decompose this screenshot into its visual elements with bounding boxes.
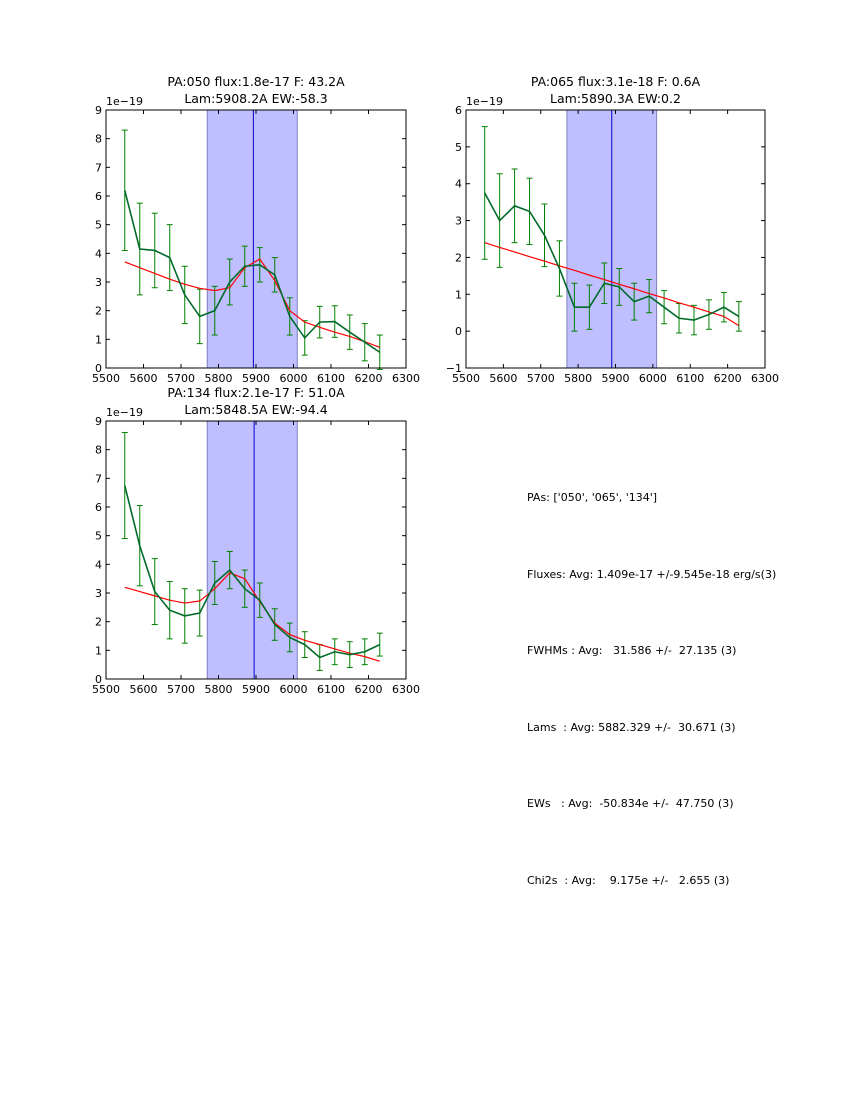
y-tick-label: 2 [455,251,462,264]
x-tick-label: 6200 [355,683,383,696]
subplot-title-line-1: PA:050 flux:1.8e-17 F: 43.2A [167,74,345,89]
x-tick-label: 6100 [317,683,345,696]
y-tick-label: 3 [95,276,102,289]
x-tick-label: 5900 [242,683,270,696]
y-tick-label: 9 [95,104,102,117]
data-series-line [123,190,381,353]
stats-fluxes: Fluxes: Avg: 1.409e-17 +/-9.545e-18 erg/… [527,567,777,581]
y-offset-label: 1e−19 [466,95,503,108]
y-tick-label: −1 [446,362,462,375]
fit-series-line [124,258,380,348]
subplot-title-line-2: Lam:5890.3A EW:0.2 [550,91,681,106]
x-tick-label: 5700 [167,683,195,696]
x-tick-label: 5700 [167,372,195,385]
x-tick-label: 5600 [130,372,158,385]
x-tick-label: 6300 [392,372,420,385]
x-tick-label: 5800 [564,372,592,385]
y-tick-label: 8 [95,133,102,146]
subplot-title-line-1: PA:134 flux:2.1e-17 F: 51.0A [167,385,345,400]
x-tick-label: 5500 [92,683,120,696]
stats-ews: EWs : Avg: -50.834e +/- 47.750 (3) [527,797,734,810]
x-tick-label: 5600 [489,372,517,385]
x-tick-label: 5600 [130,683,158,696]
line-window-band [206,109,298,369]
x-tick-label: 6100 [317,372,345,385]
x-tick-label: 6100 [676,372,704,385]
stats-fwhms: FWHMs : Avg: 31.586 +/- 27.135 (3) [527,644,737,657]
x-tick-label: 6000 [639,372,667,385]
y-tick-label: 7 [95,472,102,485]
x-tick-label: 6300 [751,372,779,385]
x-tick-label: 6200 [355,372,383,385]
y-tick-label: 1 [95,333,102,346]
y-offset-label: 1e−19 [106,95,143,108]
y-tick-label: 2 [95,305,102,318]
subplot-title-line-2: Lam:5848.5A EW:-94.4 [184,402,327,417]
x-tick-label: 5500 [452,372,480,385]
y-tick-label: 4 [95,558,102,571]
stats-chi2s: Chi2s : Avg: 9.175e +/- 2.655 (3) [527,873,730,887]
y-tick-label: 1 [95,644,102,657]
y-tick-label: 8 [95,444,102,457]
subplot-title-line-2: Lam:5908.2A EW:-58.3 [184,91,327,106]
subplot-2: 5500 5600 5700 5800 5900 6000 6100 6200 6300 −1 0 1… [446,74,779,385]
stats-lams: Lams : Avg: 5882.329 +/- 30.671 (3) [527,720,736,734]
summary-stats: PAs: ['050', '065', '134'] Fluxes: Avg: … [527,434,776,919]
y-offset-label: 1e−19 [106,406,143,419]
x-tick-label: 6000 [280,372,308,385]
stats-pas: PAs: ['050', '065', '134'] [527,491,658,504]
subplot-3: 5500 5600 5700 5800 5900 6000 6100 6200 6300 0 1 2 3… [92,385,420,696]
y-tick-label: 7 [95,161,102,174]
y-tick-label: 6 [95,501,102,514]
data-series-line [483,192,740,321]
y-tick-label: 3 [95,587,102,600]
subplot-1: 5500 5600 5700 5800 5900 6000 6100 6200 6300 0 1 2 3… [92,74,420,385]
y-tick-label: 0 [455,325,462,338]
y-tick-label: 5 [455,141,462,154]
y-tick-label: 6 [455,104,462,117]
x-tick-label: 6300 [392,683,420,696]
y-tick-label: 4 [95,247,102,260]
y-tick-label: 2 [95,616,102,629]
x-tick-label: 5500 [92,372,120,385]
line-window-band [206,420,298,680]
x-tick-label: 6000 [280,683,308,696]
fit-series-line [484,242,740,327]
y-tick-label: 3 [455,215,462,228]
x-tick-label: 5800 [205,372,233,385]
y-tick-label: 9 [95,415,102,428]
y-tick-label: 5 [95,219,102,232]
y-tick-label: 5 [95,530,102,543]
y-tick-label: 1 [455,288,462,301]
y-tick-label: 0 [95,362,102,375]
fit-series-line [124,572,380,662]
y-tick-label: 4 [455,178,462,191]
x-tick-label: 5900 [242,372,270,385]
y-tick-label: 0 [95,673,102,686]
y-tick-label: 6 [95,190,102,203]
data-series-line [123,485,381,659]
x-tick-label: 5700 [527,372,555,385]
x-tick-label: 5900 [602,372,630,385]
x-tick-label: 6200 [714,372,742,385]
subplot-title-line-1: PA:065 flux:3.1e-18 F: 0.6A [531,74,701,89]
x-tick-label: 5800 [205,683,233,696]
